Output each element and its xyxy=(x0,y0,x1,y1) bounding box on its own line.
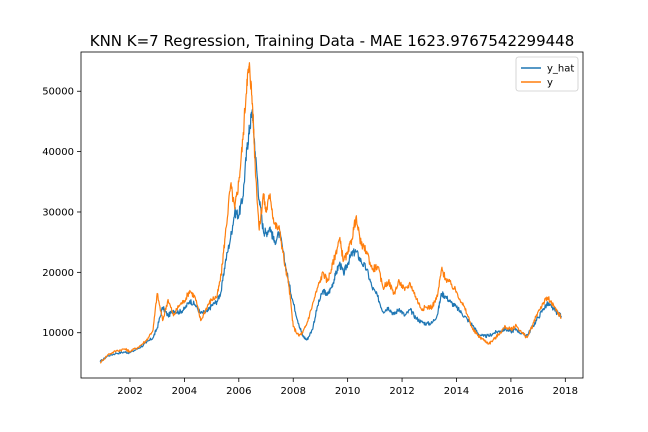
x-tick-label: 2012 xyxy=(389,386,414,397)
x-tick-label: 2018 xyxy=(553,386,578,397)
plot-frame xyxy=(80,51,584,379)
series-line-y xyxy=(99,62,562,364)
series-line-y-hat xyxy=(99,108,562,363)
y-tick-label: 30000 xyxy=(42,207,74,218)
x-tick-label: 2014 xyxy=(444,386,469,397)
x-tick-label: 2008 xyxy=(281,386,306,397)
legend-label-y-hat: y_hat xyxy=(547,64,574,75)
x-axis: 2002 2004 2006 2008 2010 2012 2014 2016 2018 xyxy=(117,378,578,397)
chart-title: KNN K=7 Regression, Training Data - MAE … xyxy=(90,32,575,50)
x-tick-label: 2016 xyxy=(498,386,523,397)
y-tick-label: 10000 xyxy=(42,328,74,339)
y-tick-label: 50000 xyxy=(42,87,74,98)
x-tick-label: 2002 xyxy=(117,386,142,397)
x-tick-label: 2010 xyxy=(335,386,360,397)
legend-label-y: y xyxy=(547,78,553,89)
plot-area xyxy=(99,62,562,364)
y-tick-label: 20000 xyxy=(42,268,74,279)
y-tick-label: 40000 xyxy=(42,147,74,158)
y-axis: 10000 20000 30000 40000 50000 xyxy=(42,87,81,339)
x-tick-label: 2006 xyxy=(226,386,251,397)
x-tick-label: 2004 xyxy=(172,386,197,397)
